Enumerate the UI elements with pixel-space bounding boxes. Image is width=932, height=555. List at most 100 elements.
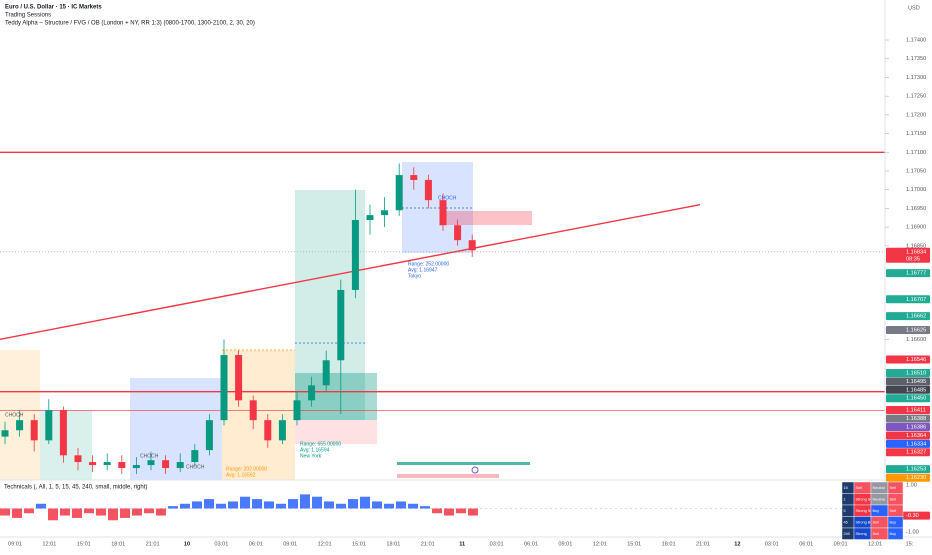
price-tick-label: 1.17150 bbox=[906, 131, 926, 137]
price-badge-label: 1.16253 bbox=[906, 467, 926, 473]
price-badge bbox=[886, 325, 930, 334]
candle-body bbox=[59, 410, 67, 456]
candle-body bbox=[351, 219, 359, 290]
session-label: New York bbox=[300, 453, 322, 459]
table-cell-text: 45 bbox=[844, 520, 848, 524]
price-badge-label: 1.16450 bbox=[906, 396, 926, 402]
session-label: Avg: 1.16562 bbox=[226, 472, 256, 478]
countdown: 08:35 bbox=[906, 256, 920, 262]
time-tick-label: 09:01 bbox=[283, 541, 297, 547]
candle-body bbox=[191, 450, 199, 463]
price-badge-label: 1.16327 bbox=[906, 450, 926, 456]
technicals-bar bbox=[264, 501, 274, 509]
table-cell-text: Neutral bbox=[873, 486, 885, 490]
technicals-bar bbox=[456, 508, 466, 514]
table-cell-text: Sell bbox=[890, 497, 896, 501]
time-tick-label: 18:01 bbox=[386, 541, 400, 547]
technicals-bar bbox=[372, 501, 382, 509]
price-badge bbox=[886, 312, 930, 321]
technicals-bar bbox=[408, 503, 418, 509]
technicals-bar bbox=[48, 508, 58, 521]
price-tick-label: 1.17400 bbox=[906, 38, 926, 44]
technicals-bar bbox=[24, 508, 34, 514]
time-tick-label: 15:01 bbox=[627, 541, 641, 547]
price-badge-label: 1.16230 bbox=[906, 475, 926, 481]
session-box bbox=[222, 350, 295, 480]
technicals-bar bbox=[0, 508, 10, 516]
candle-body bbox=[308, 385, 316, 401]
candle-body bbox=[220, 355, 228, 421]
table-cell-text: Sell bbox=[873, 532, 879, 536]
candle-body bbox=[235, 355, 243, 401]
technicals-bar bbox=[396, 501, 406, 509]
signal-bar bbox=[397, 474, 499, 478]
price-badge bbox=[886, 473, 930, 482]
price-tick-label: 1.16900 bbox=[906, 225, 926, 231]
table-cell-text: Sell bbox=[856, 486, 862, 490]
symbol-title: Euro / U.S. Dollar · 15 · IC Markets bbox=[5, 5, 102, 11]
table-cell-text: Buy bbox=[890, 520, 897, 524]
price-badge bbox=[886, 355, 930, 364]
table-cell-text: Sell bbox=[890, 509, 896, 513]
technicals-bar bbox=[96, 508, 106, 516]
candle-body bbox=[162, 460, 170, 469]
trendline bbox=[0, 203, 701, 341]
session-label: Avg: 1.16594 bbox=[300, 447, 330, 453]
price-badge bbox=[886, 406, 930, 415]
candle-body bbox=[468, 240, 476, 251]
table-cell-text: Buy bbox=[890, 532, 897, 536]
time-tick-label: 12:01 bbox=[868, 541, 882, 547]
price-tick-label: 1.16600 bbox=[906, 337, 926, 343]
price-badge-label: 1.16495 bbox=[906, 379, 926, 385]
pane-value-label: -0.30 bbox=[906, 513, 919, 519]
price-badge bbox=[886, 369, 930, 378]
pane-tick-label: 1.00 bbox=[906, 482, 917, 488]
candle-body bbox=[16, 420, 24, 431]
candle-body bbox=[74, 455, 82, 463]
choch-label: CHOCH bbox=[186, 464, 205, 470]
time-tick-label: 09:01 bbox=[834, 541, 848, 547]
price-badge bbox=[886, 448, 930, 457]
technicals-title: Technicals (, All, 1, 5, 15, 45, 240, sm… bbox=[4, 485, 147, 491]
technicals-bar bbox=[360, 496, 370, 509]
time-tick-label: 18:01 bbox=[111, 541, 125, 547]
time-tick-label: 21:01 bbox=[696, 541, 710, 547]
candle-body bbox=[45, 410, 53, 441]
session-boxes bbox=[0, 162, 532, 480]
table-cell-text: Sell bbox=[873, 520, 879, 524]
technicals-bar bbox=[84, 508, 94, 514]
time-tick-label: 06:01 bbox=[249, 541, 263, 547]
technicals-bar bbox=[324, 501, 334, 509]
time-tick-label: 18:01 bbox=[662, 541, 676, 547]
technicals-bar bbox=[60, 508, 70, 516]
price-badge bbox=[886, 423, 930, 432]
price-badge-label: 1.16334 bbox=[906, 441, 926, 447]
table-cell bbox=[887, 527, 904, 540]
price-badge bbox=[886, 431, 930, 440]
price-tick-label: 1.17300 bbox=[906, 75, 926, 81]
candle-body bbox=[278, 420, 286, 441]
indicator-label: Teddy Alpha – Structure / FVG / OB (Lond… bbox=[5, 21, 255, 27]
choch-label: CHOCH bbox=[438, 195, 457, 201]
table-cell-text: 1 bbox=[844, 497, 846, 501]
price-badge-label: 1.16707 bbox=[906, 297, 926, 303]
technicals-bar bbox=[432, 508, 442, 514]
price-badge-label: 1.16777 bbox=[906, 271, 926, 277]
technicals-bar bbox=[468, 508, 478, 516]
technicals-bar bbox=[144, 508, 154, 514]
time-tick-label: 03:01 bbox=[765, 541, 779, 547]
table-cell-text: 5 bbox=[844, 509, 846, 513]
time-tick-label: 03:01 bbox=[214, 541, 228, 547]
time-tick-label: 06:01 bbox=[799, 541, 813, 547]
price-badge bbox=[886, 394, 930, 403]
price-badge-label: 1.16834 bbox=[906, 249, 926, 255]
candle-body bbox=[322, 360, 330, 386]
candle-body bbox=[205, 420, 213, 451]
price-badge-label: 1.16510 bbox=[906, 370, 926, 376]
price-tick-label: 1.16950 bbox=[906, 206, 926, 212]
technicals-bar bbox=[216, 503, 226, 509]
candle-body bbox=[103, 462, 111, 466]
time-tick-label: 15: bbox=[906, 541, 914, 547]
